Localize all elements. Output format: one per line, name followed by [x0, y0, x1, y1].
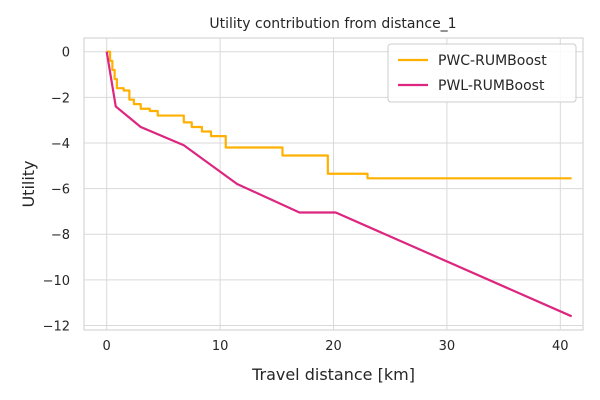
- series-line-pwl-rumboost: [105, 51, 573, 318]
- legend: PWC-RUMBoost PWL-RUMBoost: [387, 43, 577, 103]
- legend-label: PWC-RUMBoost: [438, 53, 547, 69]
- y-tick-label: −10: [43, 274, 70, 289]
- y-tick-label: 0: [62, 46, 70, 61]
- x-tick-label: 40: [552, 339, 569, 354]
- x-tick-label: 20: [325, 339, 342, 354]
- tick-labels: 0 10 20 30 40 0 −2 −4 −6 −8 −10 −12: [43, 46, 569, 354]
- y-tick-label: −2: [51, 91, 70, 106]
- y-tick-label: −12: [43, 319, 70, 334]
- x-axis-label: Travel distance [km]: [251, 365, 415, 384]
- legend-label: PWL-RUMBoost: [438, 78, 545, 94]
- chart-title: Utility contribution from distance_1: [209, 16, 456, 32]
- y-tick-label: −4: [51, 137, 70, 152]
- x-tick-label: 30: [439, 339, 456, 354]
- series-line-pwc-rumboost: [106, 50, 572, 180]
- series-lines: [105, 50, 573, 318]
- x-tick-label: 10: [212, 339, 229, 354]
- x-tick-label: 0: [103, 339, 111, 354]
- y-tick-label: −8: [51, 228, 70, 243]
- legend-box: [387, 43, 577, 103]
- y-tick-label: −6: [51, 183, 70, 198]
- y-axis-label: Utility: [19, 160, 38, 207]
